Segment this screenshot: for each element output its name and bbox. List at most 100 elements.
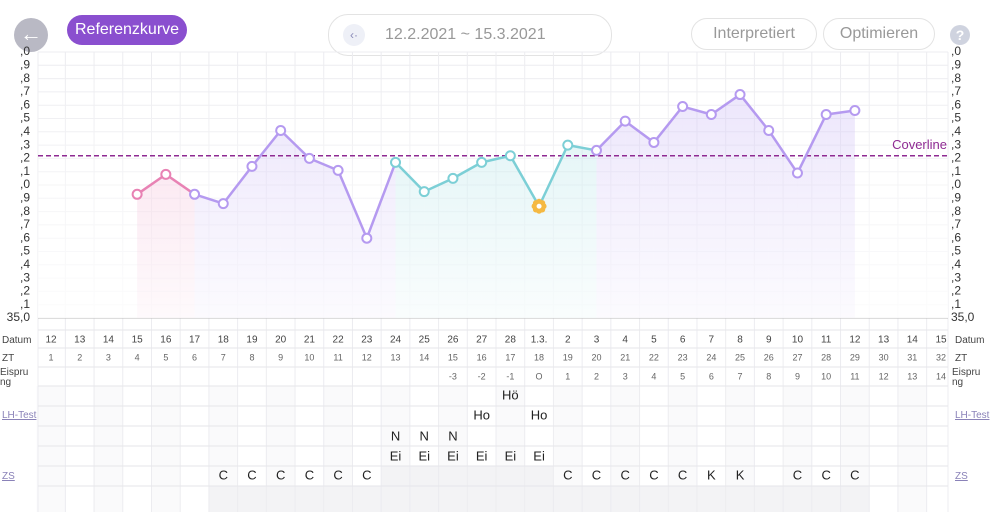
cell-text: 11 bbox=[850, 371, 859, 381]
y-tick-label: ,1 bbox=[951, 164, 961, 178]
cell-text: -2 bbox=[478, 371, 486, 381]
interpret-button[interactable]: Interpretiert bbox=[691, 18, 817, 50]
cell-bg bbox=[381, 486, 410, 512]
cell-text: 31 bbox=[907, 352, 917, 362]
y-tick-label: ,6 bbox=[951, 230, 961, 244]
line-segment bbox=[165, 173, 196, 196]
cell-bg bbox=[553, 486, 583, 512]
y-tick-label: ,5 bbox=[20, 111, 30, 125]
cell-text: O bbox=[536, 371, 543, 381]
cell-text: 28 bbox=[505, 335, 517, 346]
range-icon: ‹· bbox=[343, 24, 365, 46]
point bbox=[734, 89, 746, 101]
cell-text: 10 bbox=[792, 335, 804, 346]
cell-bg bbox=[323, 486, 353, 512]
cell-text: 14 bbox=[419, 352, 429, 362]
y-tick-label: ,4 bbox=[20, 124, 30, 138]
cell-text: K bbox=[707, 467, 716, 482]
cell-text: C bbox=[305, 467, 314, 482]
y-tick-label: ,0 bbox=[20, 44, 30, 58]
y-tick-label: ,6 bbox=[951, 97, 961, 111]
cell-text: 4 bbox=[135, 352, 140, 362]
cell-bg bbox=[438, 466, 468, 486]
y-tick-label: ,6 bbox=[20, 97, 30, 111]
ovulation-marker bbox=[531, 198, 547, 214]
line-segment bbox=[796, 113, 828, 174]
y-tick-label: ,2 bbox=[951, 284, 961, 298]
y-tick-label: ,2 bbox=[951, 151, 961, 165]
cell-text: Ei bbox=[418, 448, 430, 463]
cell-text: 20 bbox=[275, 335, 287, 346]
y-tick-label: ,9 bbox=[951, 190, 961, 204]
cell-text: Ho bbox=[473, 407, 490, 422]
y-tick-label: ,4 bbox=[20, 257, 30, 271]
cell-text: C bbox=[563, 467, 572, 482]
y-tick-label: ,0 bbox=[951, 177, 961, 191]
cell-text: 10 bbox=[304, 352, 314, 362]
y-tick-label: ,9 bbox=[20, 190, 30, 204]
row-label: Datum bbox=[2, 335, 32, 346]
cell-bg bbox=[754, 486, 784, 512]
cell-text: 21 bbox=[304, 335, 316, 346]
cell-bg bbox=[151, 386, 181, 512]
row-label[interactable]: LH-Test bbox=[955, 410, 990, 421]
cell-text: 15 bbox=[132, 335, 144, 346]
point bbox=[504, 150, 516, 162]
cell-text: 19 bbox=[246, 335, 258, 346]
cell-text: C bbox=[649, 467, 658, 482]
point bbox=[619, 115, 631, 127]
y-tick-label: ,7 bbox=[951, 84, 961, 98]
y-tick-label: ,1 bbox=[20, 164, 30, 178]
point bbox=[590, 144, 602, 156]
cell-text: 3 bbox=[623, 371, 628, 381]
cell-bg bbox=[409, 486, 439, 512]
cell-text: 27 bbox=[476, 335, 488, 346]
date-range-box[interactable]: ‹· 12.2.2021 ~ 15.3.2021 bbox=[328, 14, 612, 56]
row-label[interactable]: ZS bbox=[2, 471, 15, 482]
optimize-button[interactable]: Optimieren bbox=[823, 18, 935, 50]
cell-text: -1 bbox=[506, 371, 514, 381]
cell-text: 27 bbox=[792, 352, 802, 362]
cell-text: Ei bbox=[447, 448, 459, 463]
row-label: Datum bbox=[955, 335, 985, 346]
cell-text: 19 bbox=[563, 352, 573, 362]
cell-text: 25 bbox=[419, 335, 431, 346]
cell-text: 28 bbox=[821, 352, 831, 362]
cell-text: 8 bbox=[249, 352, 254, 362]
line-segment bbox=[279, 129, 311, 160]
cell-bg bbox=[295, 486, 324, 512]
badge[interactable]: Referenzkurve bbox=[67, 15, 188, 45]
cell-text: 5 bbox=[680, 371, 685, 381]
cell-text: 5 bbox=[163, 352, 168, 362]
cell-text: 30 bbox=[879, 352, 889, 362]
row-label: ZT bbox=[2, 353, 15, 364]
cell-text: 17 bbox=[505, 352, 515, 362]
cell-bg bbox=[208, 486, 238, 512]
cell-text: 7 bbox=[709, 335, 715, 346]
row-label[interactable]: ZS bbox=[955, 471, 968, 482]
line-segment bbox=[250, 129, 282, 168]
cell-text: C bbox=[333, 467, 342, 482]
cell-bg bbox=[409, 466, 439, 486]
cell-bg bbox=[237, 486, 267, 512]
help-button[interactable]: ? bbox=[950, 25, 970, 45]
y-tick-label: ,3 bbox=[20, 270, 30, 284]
cell-text: 7 bbox=[738, 371, 743, 381]
y-tick-label: ,2 bbox=[20, 284, 30, 298]
cell-text: 2 bbox=[594, 371, 599, 381]
cell-bg bbox=[725, 486, 755, 512]
y-tick-label: ,3 bbox=[20, 137, 30, 151]
cell-text: Ei bbox=[533, 448, 545, 463]
point bbox=[791, 167, 803, 179]
row-label[interactable]: LH-Test bbox=[2, 410, 37, 421]
row-label: ZT bbox=[955, 353, 968, 364]
y-tick-label: ,3 bbox=[951, 270, 961, 284]
cell-text: 15 bbox=[935, 335, 947, 346]
point bbox=[763, 124, 775, 136]
cell-text: C bbox=[821, 467, 830, 482]
back-button[interactable]: ← bbox=[14, 18, 48, 52]
y-tick-label: ,2 bbox=[20, 151, 30, 165]
cell-text: 18 bbox=[534, 352, 544, 362]
cell-bg bbox=[524, 486, 554, 512]
cell-text: 24 bbox=[706, 352, 716, 362]
